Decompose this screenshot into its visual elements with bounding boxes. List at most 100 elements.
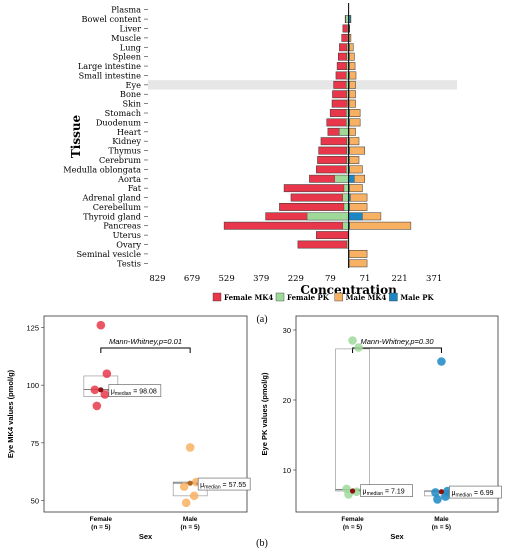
x-tick-label: 229	[288, 274, 304, 284]
tissue-label: Kidney	[112, 136, 141, 146]
bar-thymus-female-mk4	[318, 146, 349, 155]
data-point	[181, 498, 191, 508]
mean-point	[187, 480, 193, 486]
bar-adrenal-gland-female-mk4	[290, 193, 349, 202]
caption-a: (a)	[256, 314, 267, 325]
bar-heart-male-mk4	[348, 127, 356, 136]
legend-label-male-pk: Male PK	[400, 293, 434, 302]
x-axis-title: Concentration	[300, 283, 397, 297]
bar-fat-female-pk	[343, 184, 349, 192]
bar-skin-female-mk4	[331, 99, 349, 108]
bar-aorta-female-pk	[334, 174, 349, 183]
tissue-label: Cerebellum	[93, 202, 141, 212]
median-label: μmedian = 98.08	[111, 389, 157, 398]
y-axis-title: Eye PK values (pmol/g)	[260, 372, 269, 455]
plot-frame	[43, 315, 248, 513]
x-tick-label: 529	[219, 274, 235, 284]
pk-scatter-panel: 10 20 30 Eye PK values (pmol/g) Sex Mann-Whit…	[260, 315, 502, 541]
y-tick-label: 100	[26, 381, 39, 390]
data-point	[437, 357, 446, 366]
tissue-label: Seminal vesicle	[76, 249, 141, 259]
bar-duodenum-female-mk4	[326, 118, 349, 127]
legend-swatch-male-mk4	[334, 292, 343, 302]
caption-b: (b)	[256, 538, 268, 549]
y-tick-label: 75	[31, 439, 39, 448]
tissue-label: Fat	[128, 183, 142, 193]
data-point	[185, 443, 195, 452]
x-tick-label: 379	[253, 274, 269, 284]
mean-point	[438, 489, 445, 495]
bar-thyroid-gland-male-pk	[348, 212, 363, 221]
bar-stomach-male-mk4	[348, 109, 361, 117]
tissue-label: Heart	[117, 127, 142, 137]
tissue-label: Thyroid gland	[83, 211, 141, 221]
bar-duodenum-male-mk4	[348, 118, 361, 127]
bar-small-intestine-male-mk4	[348, 71, 357, 80]
y-tick-label: 125	[26, 324, 39, 333]
legend-swatch-male-pk	[389, 292, 398, 302]
tissue-label: Plasma	[111, 5, 141, 15]
significance-label: Mann-Whitney,p=0.30	[360, 337, 434, 346]
mk4-scatter-panel: 50 75 100 125 Eye MK4 values (pmol/g) Sex Mann…	[6, 315, 251, 541]
mean-point	[349, 488, 356, 494]
chart-legend: Female MK4 Female PK Male MK4 Male PK	[212, 292, 434, 302]
data-point	[179, 482, 189, 491]
bar-thymus-male-mk4	[348, 146, 366, 155]
x-tick-label: 79	[325, 274, 336, 284]
data-point	[441, 492, 450, 501]
data-point	[354, 343, 363, 352]
legend-label-female-pk: Female PK	[287, 293, 330, 302]
y-tick-label: 10	[283, 466, 291, 475]
x-tick-label: 679	[184, 274, 200, 284]
data-point	[92, 401, 102, 411]
tissue-label: Thymus	[108, 146, 141, 156]
mean-point	[98, 387, 104, 393]
bar-kidney-male-mk4	[348, 137, 360, 146]
tissue-label: Bone	[120, 89, 141, 99]
tissue-label: Duodenum	[96, 117, 141, 127]
tissue-label: Cerebrum	[99, 155, 141, 165]
tissue-label: Pancreas	[103, 221, 141, 231]
data-point	[431, 488, 440, 497]
data-point	[90, 385, 100, 395]
bar-uterus-female-mk4	[316, 231, 349, 240]
bar-aorta-male-pk	[348, 174, 355, 183]
bar-cerebrum-male-mk4	[348, 156, 360, 164]
tissue-label: Spleen	[113, 52, 142, 62]
bar-testis-male-mk4	[348, 259, 368, 268]
median-label: μmedian = 57.55	[200, 482, 246, 491]
x-category-n: (n = 5)	[91, 524, 110, 531]
bar-thyroid-gland-female-pk	[306, 212, 349, 221]
x-category-n: (n = 5)	[432, 524, 451, 531]
tissue-label: Liver	[120, 23, 142, 33]
y-tick-label: 50	[31, 496, 39, 505]
bar-heart-female-pk	[339, 127, 349, 136]
bar-medulla-oblongata-female-mk4	[316, 165, 349, 174]
x-category-label: Male	[434, 516, 449, 523]
bar-pancreas-male-mk4	[348, 221, 412, 230]
bar-bone-male-mk4	[348, 90, 356, 99]
x-category-label: Female	[90, 516, 113, 523]
bar-adrenal-gland-male-mk4	[348, 193, 368, 202]
x-axis-title: Sex	[390, 532, 404, 541]
data-point	[348, 336, 357, 345]
tissue-label: Testis	[117, 258, 141, 268]
highlight-row	[148, 80, 457, 90]
y-axis-title: Tissue	[69, 114, 83, 158]
x-category-n: (n = 5)	[180, 524, 199, 531]
legend-swatch-female-pk	[275, 292, 285, 302]
tissue-label: Muscle	[111, 33, 141, 43]
tissue-label: Eye	[126, 80, 142, 90]
data-point	[189, 491, 199, 501]
y-tick-label: 30	[283, 326, 291, 335]
tissue-label: Medulla oblongata	[63, 164, 141, 174]
bar-cerebellum-male-mk4	[348, 203, 368, 211]
plot-frame	[295, 315, 499, 513]
x-tick-label: 221	[391, 274, 407, 284]
tissue-label: Stomach	[105, 108, 142, 118]
tissue-label: Ovary	[116, 240, 141, 250]
bar-pancreas-female-mk4	[223, 221, 349, 230]
x-axis-title: Sex	[139, 532, 153, 541]
